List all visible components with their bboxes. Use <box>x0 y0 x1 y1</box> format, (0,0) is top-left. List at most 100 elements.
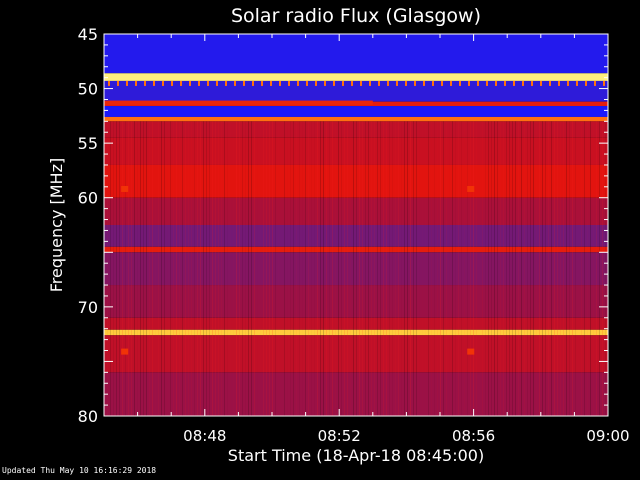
noise-stripe <box>368 121 369 417</box>
tick-artifact <box>153 80 155 86</box>
tick-artifact <box>567 80 569 86</box>
frequency-band <box>104 106 608 117</box>
x-tick-label: 08:48 <box>183 427 226 445</box>
tick-artifact <box>243 80 245 86</box>
noise-stripe <box>356 121 357 417</box>
noise-stripe <box>431 121 432 416</box>
noise-stripe <box>497 121 498 417</box>
tick-artifact <box>504 80 506 86</box>
noise-stripe <box>236 121 237 417</box>
noise-stripe <box>347 121 348 417</box>
noise-stripe <box>419 121 420 416</box>
noise-stripe <box>548 121 549 417</box>
noise-stripe <box>299 121 300 416</box>
noise-stripe <box>296 121 297 417</box>
noise-stripe <box>461 121 462 416</box>
tick-artifact <box>324 80 326 86</box>
tick-artifact <box>378 80 380 86</box>
noise-stripe <box>527 121 528 417</box>
tick-artifact <box>189 80 191 86</box>
noise-stripe <box>272 121 273 417</box>
tick-artifact <box>261 80 263 86</box>
noise-stripe <box>494 121 495 417</box>
frequency-bands <box>104 34 608 416</box>
noise-stripe <box>260 121 261 416</box>
frequency-band <box>104 121 608 138</box>
tick-artifact <box>486 80 488 86</box>
noise-stripe <box>257 121 258 416</box>
noise-stripe <box>254 121 255 417</box>
tick-artifact <box>162 80 164 86</box>
noise-stripe <box>242 121 243 417</box>
tick-artifact <box>306 80 308 86</box>
noise-stripe <box>488 121 489 417</box>
noise-stripe <box>401 121 402 416</box>
noise-stripe <box>332 121 333 417</box>
noise-stripe <box>386 121 387 417</box>
tick-artifact <box>522 80 524 86</box>
noise-stripe <box>122 121 123 417</box>
y-tick-label: 55 <box>78 134 98 153</box>
heatmap-area <box>104 34 608 417</box>
tick-artifact <box>513 80 515 86</box>
noise-stripe <box>404 121 405 417</box>
tick-artifact <box>459 80 461 86</box>
noise-stripe <box>434 121 435 416</box>
noise-stripe <box>338 121 339 417</box>
noise-stripe <box>329 121 330 417</box>
tick-artifact <box>126 80 128 86</box>
frequency-band <box>104 246 608 253</box>
noise-stripe <box>308 121 309 417</box>
tick-artifact <box>495 80 497 86</box>
bright-spot <box>121 185 129 192</box>
noise-stripe <box>323 121 324 417</box>
noise-stripe <box>161 121 162 417</box>
tick-artifact <box>540 80 542 86</box>
noise-stripe <box>524 121 525 417</box>
noise-stripe <box>440 121 441 417</box>
noise-stripe <box>479 121 480 416</box>
noise-stripe <box>194 121 195 417</box>
tick-artifact <box>531 80 533 86</box>
noise-stripe <box>395 121 396 417</box>
noise-stripe <box>110 121 111 417</box>
noise-stripe <box>287 121 288 416</box>
noise-stripe <box>380 121 381 417</box>
tick-artifact <box>216 80 218 86</box>
noise-stripe <box>350 121 351 416</box>
noise-stripe <box>476 121 477 417</box>
noise-stripe <box>599 121 600 417</box>
noise-stripe <box>215 121 216 417</box>
frequency-band <box>104 317 608 330</box>
noise-stripe <box>314 121 315 416</box>
noise-stripe <box>413 121 414 417</box>
noise-stripe <box>191 121 192 417</box>
noise-stripe <box>302 121 303 416</box>
tick-artifact <box>387 80 389 86</box>
noise-stripe <box>317 121 318 417</box>
noise-stripe <box>176 121 177 417</box>
tick-artifact <box>414 80 416 86</box>
noise-stripe <box>164 121 165 417</box>
noise-stripe <box>320 121 321 417</box>
noise-stripe <box>512 121 513 417</box>
tick-artifact <box>198 80 200 86</box>
noise-stripe <box>500 121 501 417</box>
noise-stripe <box>536 121 537 416</box>
noise-stripe <box>179 121 180 417</box>
tick-artifact <box>585 80 587 86</box>
x-tick-label: 08:52 <box>318 427 361 445</box>
noise-stripe <box>557 121 558 417</box>
tick-artifact <box>117 80 119 86</box>
noise-stripe <box>515 121 516 417</box>
noise-stripe <box>584 121 585 417</box>
plot-frame <box>103 33 609 417</box>
tick-artifact <box>279 80 281 86</box>
tick-artifact <box>252 80 254 86</box>
tick-artifact <box>360 80 362 86</box>
noise-stripe <box>149 121 150 417</box>
noise-stripe <box>437 121 438 417</box>
tick-artifact <box>396 80 398 86</box>
noise-stripe <box>224 121 225 417</box>
noise-stripe <box>311 121 312 416</box>
